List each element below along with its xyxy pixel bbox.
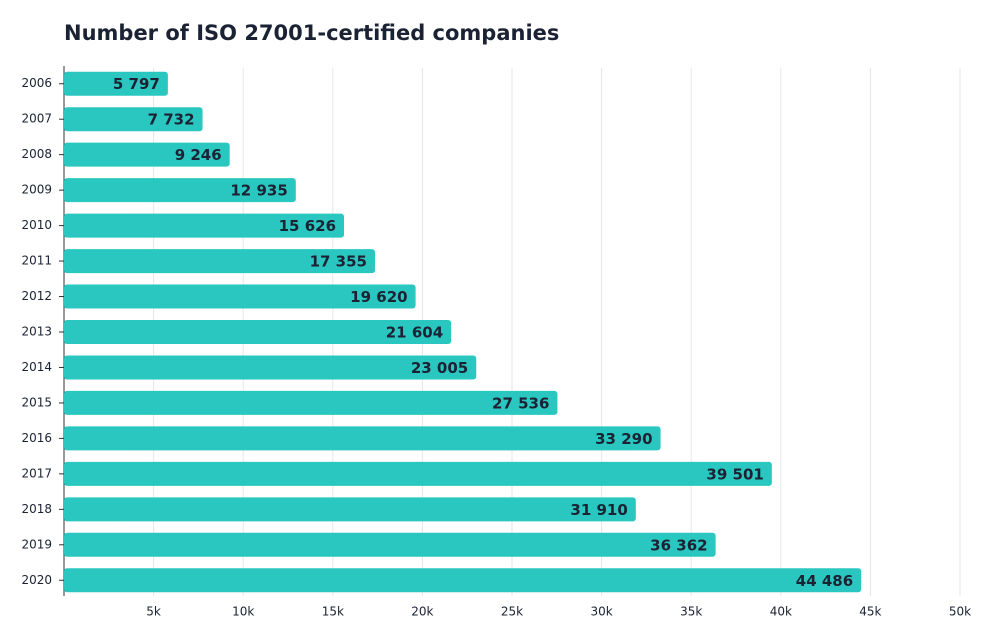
- y-tick-label: 2008: [21, 147, 52, 161]
- value-label: 19 620: [350, 288, 407, 306]
- value-label: 44 486: [796, 572, 853, 590]
- y-tick-label: 2019: [21, 537, 52, 551]
- y-tick-label: 2014: [21, 360, 52, 374]
- x-tick-label: 25k: [501, 605, 523, 619]
- value-label: 33 290: [595, 430, 652, 448]
- x-tick-label: 15k: [322, 605, 344, 619]
- value-label: 12 935: [230, 182, 287, 200]
- x-tick-label: 10k: [232, 605, 254, 619]
- bar: [64, 284, 416, 309]
- y-tick-label: 2017: [21, 466, 52, 480]
- value-label: 21 604: [386, 324, 443, 342]
- value-label: 27 536: [492, 394, 549, 412]
- y-tick-label: 2018: [21, 502, 52, 516]
- bar: [64, 142, 230, 167]
- x-tick-label: 45k: [859, 605, 881, 619]
- x-tick-label: 50k: [949, 605, 971, 619]
- y-tick-label: 2015: [21, 395, 52, 409]
- bar: [64, 426, 661, 451]
- y-tick-label: 2020: [21, 573, 52, 587]
- value-label: 39 501: [706, 465, 763, 483]
- bar: [64, 497, 636, 522]
- value-label: 9 246: [175, 146, 222, 164]
- value-label: 15 626: [279, 217, 336, 235]
- y-tick-label: 2011: [21, 254, 52, 268]
- bar: [64, 107, 203, 132]
- bar: [64, 461, 772, 486]
- y-tick-label: 2009: [21, 183, 52, 197]
- value-label: 7 732: [148, 111, 195, 129]
- x-tick-label: 30k: [590, 605, 612, 619]
- value-label: 36 362: [650, 536, 707, 554]
- bar: [64, 532, 716, 557]
- x-tick-label: 35k: [680, 605, 702, 619]
- bar: [64, 178, 296, 203]
- bar: [64, 249, 376, 274]
- value-label: 23 005: [411, 359, 468, 377]
- y-tick-label: 2010: [21, 218, 52, 232]
- x-tick-label: 40k: [770, 605, 792, 619]
- bar: [64, 355, 477, 380]
- bar: [64, 71, 168, 96]
- chart-title: Number of ISO 27001-certified companies: [64, 21, 559, 45]
- y-tick-label: 2006: [21, 76, 52, 90]
- bar: [64, 390, 558, 415]
- y-tick-label: 2012: [21, 289, 52, 303]
- x-tick-label: 5k: [146, 605, 161, 619]
- y-tick-label: 2007: [21, 112, 52, 126]
- value-label: 5 797: [113, 75, 160, 93]
- y-tick-label: 2013: [21, 325, 52, 339]
- y-tick-label: 2016: [21, 431, 52, 445]
- value-label: 17 355: [310, 253, 367, 271]
- x-tick-label: 20k: [411, 605, 433, 619]
- bar: [64, 320, 452, 344]
- bar: [64, 213, 345, 238]
- bar: [64, 568, 862, 593]
- value-label: 31 910: [570, 501, 627, 519]
